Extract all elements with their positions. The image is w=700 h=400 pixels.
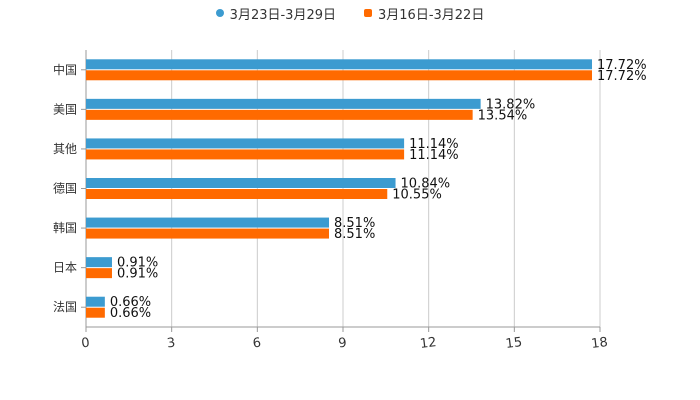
category-label-1: 美国 [53, 102, 77, 116]
data-label-series-1-2: 11.14% [409, 137, 459, 152]
x-tick-label-3: 9 [338, 336, 348, 352]
x-tick-label-0: 0 [81, 336, 91, 352]
legend-label-series-2: 3月16日-3月22日 [378, 7, 485, 23]
bar-series-2-5 [86, 268, 112, 279]
bar-series-2-6 [86, 307, 105, 318]
bar-series-1-1 [86, 98, 481, 109]
category-label-6: 法国 [53, 300, 77, 314]
category-label-5: 日本 [53, 261, 77, 275]
data-label-series-2-1: 13.54% [478, 108, 528, 123]
legend-swatch-series-2 [364, 9, 372, 17]
data-label-series-1-6: 0.66% [110, 295, 151, 310]
data-label-series-2-0: 17.72% [597, 69, 647, 84]
x-tick-label-1: 3 [166, 336, 176, 352]
data-label-series-2-3: 10.55% [392, 188, 442, 203]
x-tick-label-4: 12 [419, 335, 437, 352]
x-tick-label-2: 6 [252, 336, 262, 352]
bar-series-1-2 [86, 138, 405, 149]
x-tick-label-6: 18 [590, 335, 608, 352]
bar-series-2-4 [86, 228, 330, 239]
data-label-series-2-5: 0.91% [117, 267, 158, 282]
bar-series-2-1 [86, 109, 473, 120]
bar-series-1-5 [86, 257, 112, 268]
bar-series-1-3 [86, 178, 396, 188]
bar-series-1-6 [86, 296, 105, 307]
data-label-series-1-4: 8.51% [334, 216, 375, 231]
data-label-series-1-5: 0.91% [117, 256, 158, 271]
category-label-3: 德国 [53, 181, 77, 196]
bar-series-2-3 [86, 189, 388, 199]
data-label-series-2-2: 11.14% [409, 148, 459, 163]
chart-legend: 3月23日-3月29日 3月16日-3月22日 [0, 4, 700, 23]
bar-series-2-0 [86, 70, 593, 81]
legend-label-series-1: 3月23日-3月29日 [229, 7, 336, 23]
data-label-series-2-4: 8.51% [334, 227, 375, 242]
legend-item-series-1[interactable]: 3月23日-3月29日 [215, 4, 336, 23]
x-tick-label-5: 15 [505, 335, 523, 352]
data-label-series-1-3: 10.84% [401, 177, 451, 192]
data-label-series-2-6: 0.66% [110, 306, 151, 321]
category-label-4: 韩国 [53, 220, 77, 235]
category-label-2: 其他 [53, 142, 77, 156]
bar-series-1-0 [86, 59, 593, 70]
legend-swatch-series-1 [215, 9, 224, 17]
bar-series-1-4 [86, 217, 330, 228]
legend-item-series-2[interactable]: 3月16日-3月22日 [364, 4, 484, 23]
category-label-0: 中国 [53, 62, 77, 77]
data-label-series-1-1: 13.82% [486, 97, 536, 112]
bar-series-2-2 [86, 149, 405, 160]
data-label-series-1-0: 17.72% [597, 58, 647, 73]
